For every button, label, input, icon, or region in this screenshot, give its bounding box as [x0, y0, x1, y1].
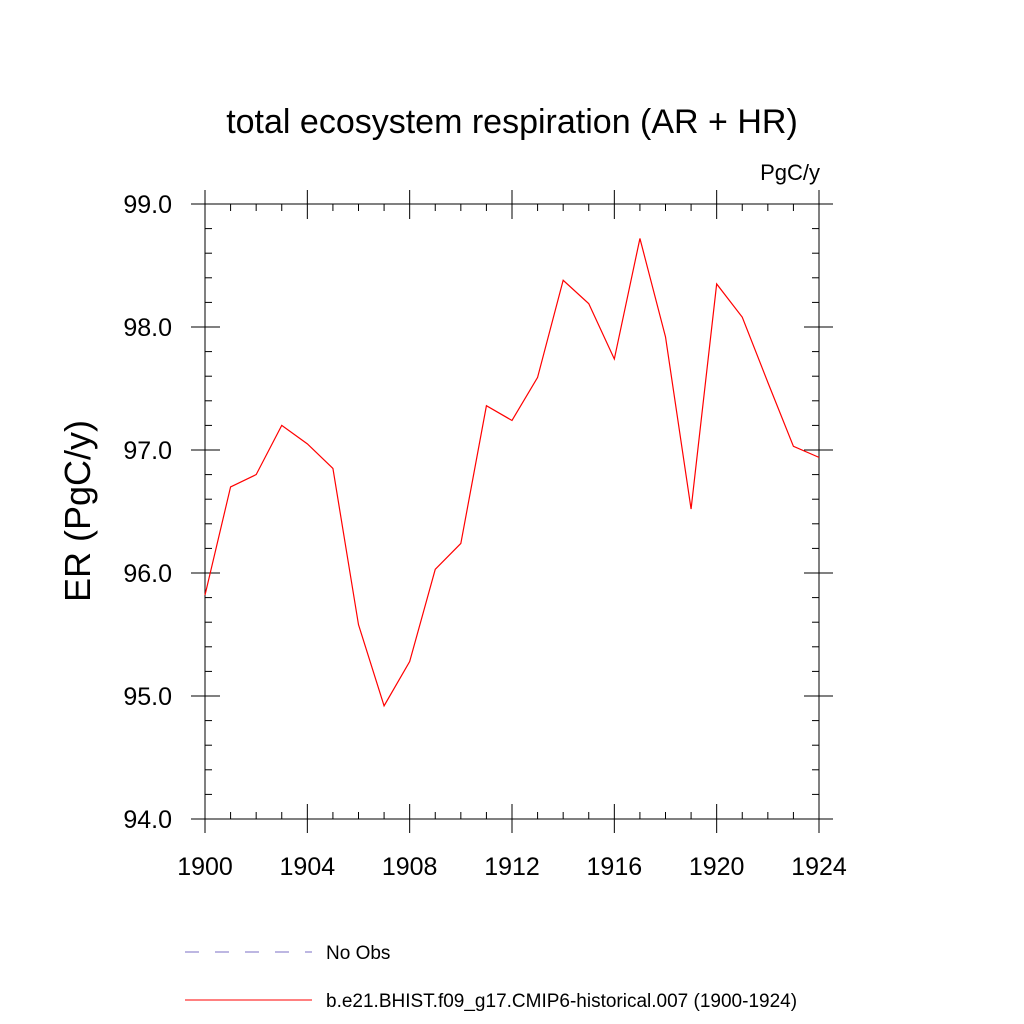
data-point: [383, 704, 386, 707]
data-point: [229, 485, 232, 488]
series-line: [204, 238, 820, 708]
data-point: [434, 568, 437, 571]
legend: No Obs b.e21.BHIST.f09_g17.CMIP6-historic…: [185, 943, 797, 1012]
data-point: [306, 442, 309, 445]
data-point: [766, 381, 769, 384]
data-point: [792, 445, 795, 448]
x-tick-label: 1920: [689, 853, 745, 881]
data-point: [357, 623, 360, 626]
data-point: [818, 456, 821, 459]
x-tick-label: 1904: [280, 853, 336, 881]
series-group: [204, 237, 821, 708]
units-label: PgC/y: [760, 160, 820, 185]
chart-title: total ecosystem respiration (AR + HR): [226, 103, 798, 141]
data-point: [715, 282, 718, 285]
y-tick-label: 97.0: [123, 437, 172, 465]
data-point: [331, 467, 334, 470]
data-point: [408, 660, 411, 663]
x-tick-label: 1900: [177, 853, 233, 881]
data-point: [741, 316, 744, 319]
y-tick-label: 96.0: [123, 560, 172, 588]
data-point: [511, 419, 514, 422]
data-point: [485, 404, 488, 407]
y-tick-label: 95.0: [123, 683, 172, 711]
legend-label: b.e21.BHIST.f09_g17.CMIP6-historical.007…: [326, 991, 797, 1012]
x-tick-label: 1924: [791, 853, 847, 881]
data-point: [562, 279, 565, 282]
y-tick-label: 99.0: [123, 191, 172, 219]
tick-labels: 1900 1904 1908 1912 1916 1920 1924 94.0 95.0 96.0…: [123, 191, 847, 881]
x-tick-label: 1916: [587, 853, 643, 881]
data-point: [255, 473, 258, 476]
data-point: [638, 237, 641, 240]
data-point: [280, 424, 283, 427]
data-point: [587, 302, 590, 305]
data-point: [613, 357, 616, 360]
axis-ticks: [191, 190, 833, 833]
y-tick-label: 98.0: [123, 314, 172, 342]
legend-label: No Obs: [326, 943, 390, 964]
x-tick-label: 1908: [382, 853, 438, 881]
x-tick-label: 1912: [484, 853, 540, 881]
data-point: [690, 508, 693, 511]
data-point: [536, 376, 539, 379]
y-axis-label: ER (PgC/y): [57, 420, 98, 602]
data-point: [664, 335, 667, 338]
data-point: [204, 594, 207, 597]
y-tick-label: 94.0: [123, 806, 172, 834]
data-point: [459, 542, 462, 545]
